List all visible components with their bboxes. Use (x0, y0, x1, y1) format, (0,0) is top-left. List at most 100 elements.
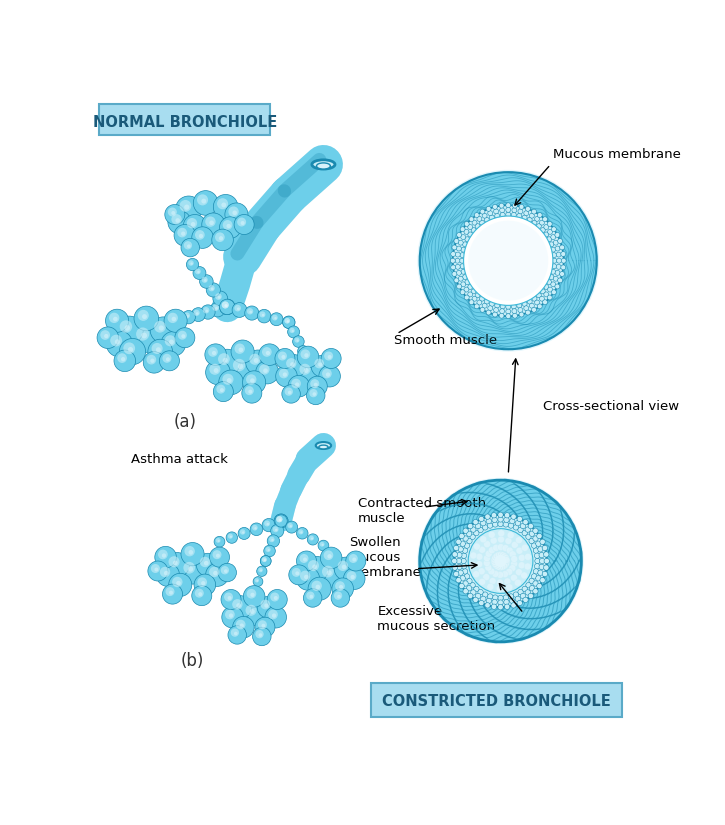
Circle shape (264, 559, 266, 561)
Circle shape (539, 553, 544, 558)
Circle shape (506, 304, 510, 309)
Circle shape (260, 555, 271, 567)
Circle shape (418, 170, 599, 351)
Circle shape (484, 559, 490, 567)
Circle shape (511, 555, 518, 563)
Circle shape (246, 375, 257, 384)
Circle shape (164, 571, 168, 576)
Circle shape (552, 252, 557, 257)
Circle shape (473, 587, 479, 592)
Circle shape (312, 564, 317, 569)
Circle shape (452, 245, 457, 250)
Circle shape (298, 530, 304, 535)
Circle shape (558, 238, 563, 243)
Circle shape (173, 560, 178, 565)
Circle shape (503, 521, 508, 527)
Circle shape (499, 314, 504, 318)
Circle shape (514, 579, 521, 586)
Circle shape (481, 521, 486, 526)
Circle shape (161, 332, 186, 356)
Circle shape (212, 304, 219, 311)
Circle shape (156, 347, 161, 352)
Circle shape (515, 537, 522, 544)
Circle shape (225, 203, 248, 226)
Circle shape (485, 514, 490, 520)
Circle shape (181, 238, 199, 257)
Circle shape (114, 350, 136, 371)
Circle shape (458, 570, 463, 575)
Circle shape (473, 597, 479, 602)
Circle shape (549, 242, 554, 247)
Circle shape (474, 304, 479, 309)
Circle shape (540, 578, 545, 583)
Circle shape (552, 227, 556, 232)
Circle shape (204, 561, 209, 565)
Circle shape (322, 369, 332, 379)
Text: Swollen
mucous
membrane: Swollen mucous membrane (349, 535, 422, 578)
Circle shape (289, 565, 309, 585)
Circle shape (159, 325, 164, 331)
Circle shape (289, 525, 292, 527)
Circle shape (268, 549, 270, 551)
Circle shape (557, 258, 562, 263)
Circle shape (322, 566, 334, 578)
Circle shape (550, 269, 555, 274)
Circle shape (479, 296, 484, 301)
Circle shape (551, 234, 555, 239)
Circle shape (454, 545, 459, 550)
Circle shape (505, 537, 512, 544)
Circle shape (457, 233, 462, 238)
Circle shape (234, 632, 238, 635)
Circle shape (556, 252, 561, 257)
Circle shape (455, 515, 547, 607)
Circle shape (485, 602, 490, 608)
Circle shape (484, 299, 489, 304)
Circle shape (184, 546, 195, 556)
Circle shape (276, 516, 283, 522)
Circle shape (500, 309, 505, 314)
Circle shape (175, 196, 202, 222)
Circle shape (257, 596, 279, 618)
Circle shape (503, 557, 510, 563)
Circle shape (457, 553, 462, 558)
Circle shape (260, 311, 265, 318)
Circle shape (252, 627, 271, 646)
Circle shape (213, 571, 217, 576)
Circle shape (192, 227, 213, 248)
Circle shape (187, 218, 197, 229)
Circle shape (465, 280, 470, 285)
Circle shape (195, 268, 201, 275)
Circle shape (352, 558, 356, 562)
Circle shape (539, 559, 544, 563)
Circle shape (473, 571, 480, 578)
Circle shape (312, 392, 316, 396)
Circle shape (165, 553, 189, 577)
Circle shape (321, 348, 341, 369)
Circle shape (220, 299, 235, 314)
Circle shape (467, 539, 472, 544)
Circle shape (180, 200, 191, 212)
Circle shape (555, 246, 560, 251)
Circle shape (322, 544, 323, 546)
Circle shape (254, 358, 259, 363)
Circle shape (318, 562, 344, 588)
Circle shape (238, 527, 250, 540)
Circle shape (233, 616, 254, 638)
Circle shape (493, 544, 500, 551)
Circle shape (344, 568, 365, 590)
Circle shape (242, 383, 262, 403)
Circle shape (332, 578, 354, 600)
Circle shape (500, 208, 505, 213)
FancyBboxPatch shape (99, 105, 270, 135)
Circle shape (469, 217, 474, 222)
Circle shape (509, 565, 515, 572)
Circle shape (245, 306, 259, 320)
Circle shape (457, 246, 461, 251)
Circle shape (511, 514, 516, 520)
Circle shape (228, 596, 231, 600)
Circle shape (204, 279, 207, 282)
Circle shape (498, 516, 503, 522)
Circle shape (482, 304, 487, 309)
Circle shape (464, 573, 470, 579)
Circle shape (165, 318, 170, 323)
